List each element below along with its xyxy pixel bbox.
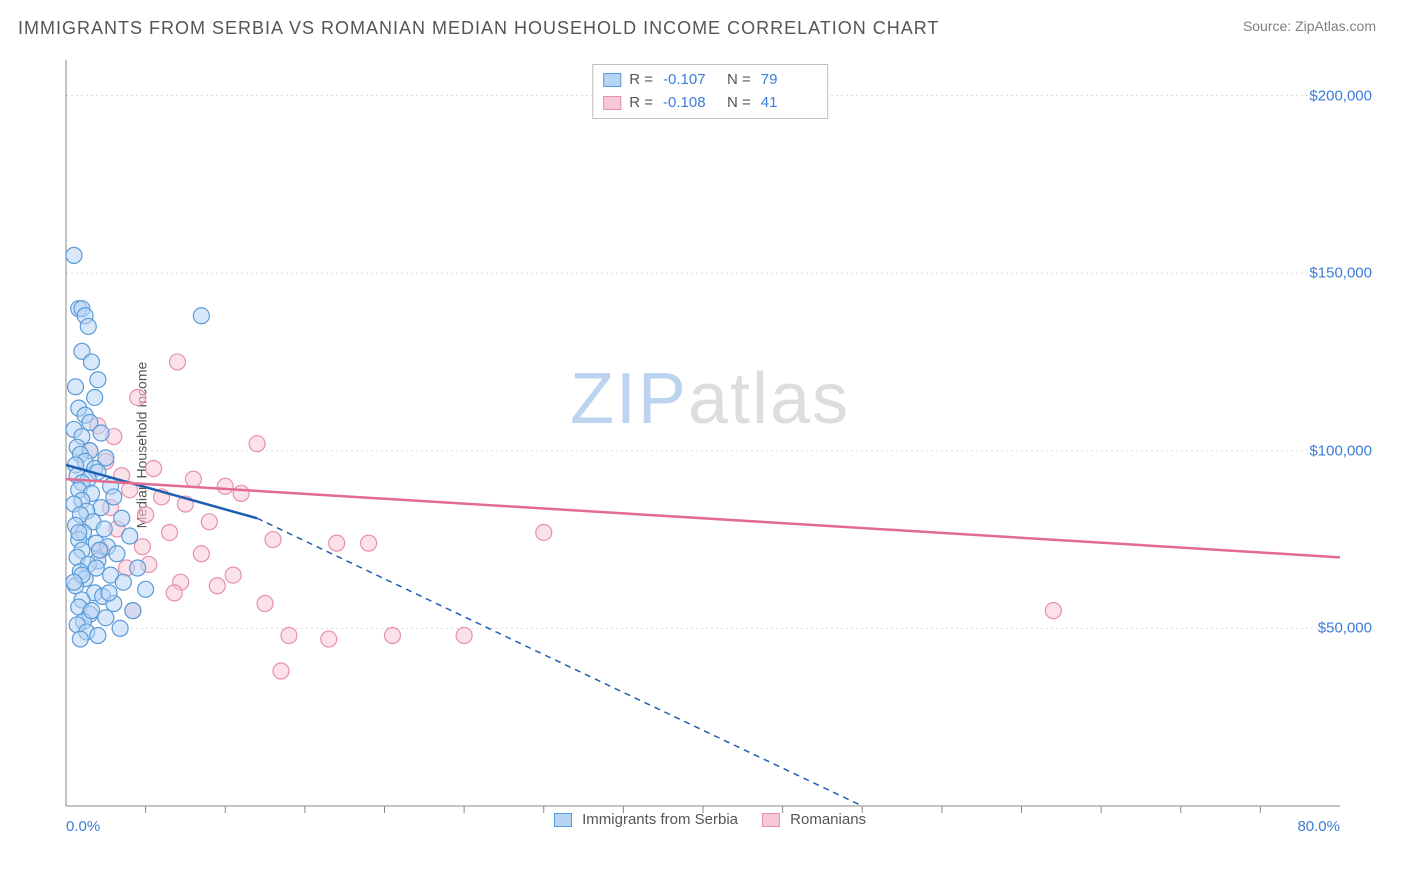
series-legend: Immigrants from Serbia Romanians [554, 811, 866, 828]
y-tick-label: $200,000 [1309, 87, 1372, 104]
x-tick-label: 80.0% [1297, 818, 1340, 835]
y-tick-label: $100,000 [1309, 442, 1372, 459]
r-label: R = [629, 92, 653, 115]
legend-row-romanians: R = -0.108 N = 41 [603, 92, 817, 115]
n-value-romanians: 41 [761, 92, 817, 115]
x-tick-label: 0.0% [66, 818, 100, 835]
source-attribution: Source: ZipAtlas.com [1243, 18, 1376, 34]
legend-label-serbia: Immigrants from Serbia [582, 811, 738, 828]
chart-title: IMMIGRANTS FROM SERBIA VS ROMANIAN MEDIA… [18, 18, 939, 39]
legend-swatch-serbia-icon [554, 813, 572, 827]
legend-item-serbia: Immigrants from Serbia [554, 811, 738, 828]
n-value-serbia: 79 [761, 69, 817, 92]
legend-row-serbia: R = -0.107 N = 79 [603, 69, 817, 92]
n-label: N = [727, 69, 751, 92]
legend-swatch-romanians [603, 96, 621, 110]
chart-area: Median Household Income ZIPatlas R = -0.… [50, 60, 1370, 830]
legend-label-romanians: Romanians [790, 811, 866, 828]
scatter-plot [50, 60, 1370, 830]
legend-swatch-serbia [603, 73, 621, 87]
legend-item-romanians: Romanians [762, 811, 866, 828]
legend-swatch-romanians-icon [762, 813, 780, 827]
n-label: N = [727, 92, 751, 115]
y-tick-label: $50,000 [1318, 620, 1372, 637]
r-value-serbia: -0.107 [663, 69, 719, 92]
y-tick-label: $150,000 [1309, 265, 1372, 282]
r-value-romanians: -0.108 [663, 92, 719, 115]
correlation-legend: R = -0.107 N = 79 R = -0.108 N = 41 [592, 64, 828, 119]
r-label: R = [629, 69, 653, 92]
